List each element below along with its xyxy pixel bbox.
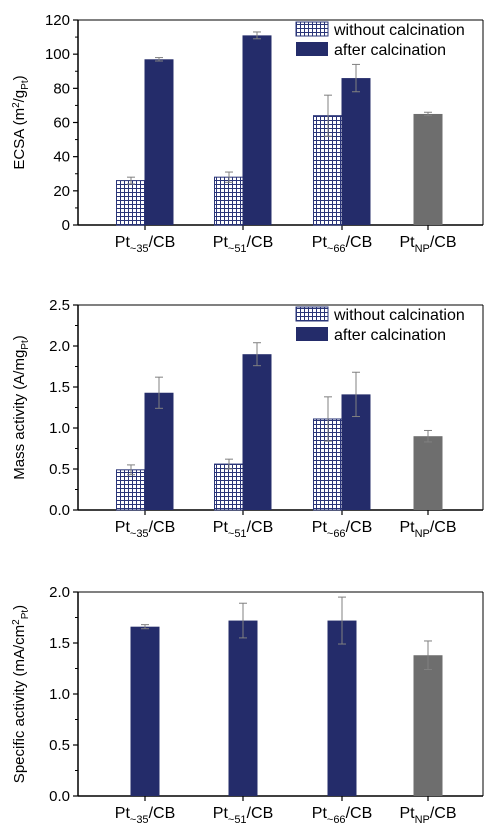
error-bar bbox=[424, 429, 432, 443]
error-bar bbox=[324, 396, 332, 442]
x-tick-label: Pt~35/CB bbox=[115, 805, 175, 824]
error-bar bbox=[155, 57, 163, 62]
bar-without-calcination bbox=[214, 463, 244, 511]
bar-after-calcination bbox=[242, 354, 272, 510]
x-tick-label: Pt~51/CB bbox=[213, 234, 273, 255]
bar-after-calcination bbox=[144, 392, 174, 510]
error-bar bbox=[239, 602, 247, 639]
y-tick-label: 1.5 bbox=[49, 379, 70, 396]
chart-panel-2: 0.0 0.5 1.0 1.5 2.0 2.5 Pt~35/CB Pt~51/CB Pt~66/… bbox=[11, 297, 484, 540]
y-tick-label: 1.0 bbox=[49, 686, 70, 703]
y-tick-label: 100 bbox=[45, 46, 70, 63]
legend-label: without calcination bbox=[333, 307, 465, 324]
bar-without-calcination bbox=[116, 180, 146, 226]
error-bar bbox=[127, 464, 135, 476]
error-bar bbox=[141, 624, 149, 630]
error-bar bbox=[352, 371, 360, 418]
x-tick-label: Pt~35/CB bbox=[115, 519, 175, 540]
bar-specific-activity bbox=[228, 620, 258, 796]
error-bar bbox=[338, 596, 346, 645]
y-axis-label: Specific activity (mA/cm2Pt) bbox=[11, 605, 31, 783]
legend: without calcination after calcination bbox=[295, 306, 465, 344]
y-tick-label: 0.0 bbox=[49, 788, 70, 805]
bar-after-calcination bbox=[341, 78, 371, 225]
y-axis-label: Mass activity (A/mgPt) bbox=[11, 335, 31, 479]
chart-panel-1: 0 20 40 60 80 100 120 Pt~35/CB Pt~51/CB Pt~66/CB P… bbox=[11, 12, 484, 255]
y-tick-label: 2.0 bbox=[49, 338, 70, 355]
legend: without calcination after calcination bbox=[295, 21, 465, 59]
x-tick-label: PtNP/CB bbox=[399, 519, 456, 540]
y-tick-label: 0.5 bbox=[49, 737, 70, 754]
error-bar bbox=[352, 63, 360, 93]
chart-panel-3: 0.0 0.5 1.0 1.5 2.0 Pt~35/CB Pt~51/CB Pt~66/CB P… bbox=[11, 584, 484, 826]
y-tick-label: 120 bbox=[45, 12, 70, 29]
y-tick-label: 0.0 bbox=[49, 502, 70, 519]
error-bar bbox=[424, 111, 432, 117]
bar-without-calcination bbox=[214, 176, 244, 226]
y-tick-label: 40 bbox=[53, 149, 70, 166]
error-bar bbox=[155, 376, 163, 409]
x-tick-label: Pt~51/CB bbox=[213, 805, 273, 824]
x-tick-label: Pt~51/CB bbox=[213, 519, 273, 540]
y-tick-label: 60 bbox=[53, 115, 70, 132]
error-bar bbox=[225, 458, 233, 470]
bar-without-calcination bbox=[116, 469, 146, 511]
x-tick-label: Pt~66/CB bbox=[312, 519, 372, 540]
legend-swatch-after-calcination bbox=[296, 42, 328, 56]
legend-label: after calcination bbox=[334, 42, 446, 59]
legend-swatch-without-calcination bbox=[295, 21, 329, 37]
x-tick-label: PtNP/CB bbox=[399, 234, 456, 255]
legend-swatch-after-calcination bbox=[296, 327, 328, 341]
error-bar bbox=[225, 171, 233, 183]
error-bar bbox=[253, 31, 261, 40]
y-tick-label: 1.5 bbox=[49, 635, 70, 652]
y-tick-label: 0.5 bbox=[49, 461, 70, 478]
y-tick-label: 20 bbox=[53, 183, 70, 200]
error-bar bbox=[253, 342, 261, 367]
y-tick-label: 2.5 bbox=[49, 297, 70, 314]
bar-specific-activity bbox=[130, 626, 160, 796]
x-tick-label: Pt~66/CB bbox=[312, 805, 372, 824]
bar-after-calcination bbox=[144, 59, 174, 225]
legend-swatch-without-calcination bbox=[295, 306, 329, 322]
bar-pt-np bbox=[413, 113, 443, 225]
y-tick-label: 0 bbox=[62, 217, 70, 234]
error-bar bbox=[424, 640, 432, 671]
error-bar bbox=[127, 176, 135, 185]
x-tick-label: Pt~35/CB bbox=[115, 234, 175, 255]
y-tick-label: 1.0 bbox=[49, 420, 70, 437]
x-tick-label: PtNP/CB bbox=[399, 805, 456, 824]
x-tick-label: Pt~66/CB bbox=[312, 234, 372, 255]
legend-label: without calcination bbox=[333, 22, 465, 39]
bar-after-calcination bbox=[242, 35, 272, 225]
bar-pt-np bbox=[413, 436, 443, 510]
y-tick-label: 2.0 bbox=[49, 584, 70, 601]
y-axis-label: ECSA (m2/gPt) bbox=[11, 75, 31, 169]
bar-pt-np bbox=[413, 655, 443, 796]
bar-specific-activity bbox=[327, 620, 357, 796]
legend-label: after calcination bbox=[334, 327, 446, 344]
error-bar bbox=[324, 94, 332, 137]
y-tick-label: 80 bbox=[53, 80, 70, 97]
